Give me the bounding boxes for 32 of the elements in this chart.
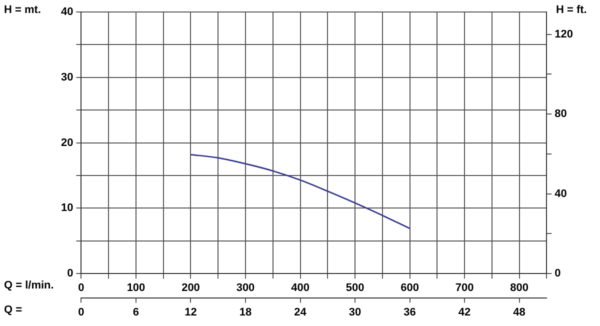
y-tick-label: 20 [60,136,74,149]
y-tick-label: 0 [67,268,74,280]
x2-tick-label: 6 [132,306,140,318]
y-tick-label: 30 [60,71,74,84]
x2-tick-label: 30 [348,306,362,318]
x2-tick-label: 48 [513,306,526,318]
x-tick-label: 200 [182,282,200,294]
x-tick-label: 300 [236,282,255,294]
x-tick-label: 400 [291,282,310,294]
y2-tick-label: 80 [554,108,567,120]
x-axis-title: Q = l/min. [4,280,54,292]
x-tick-label: 0 [78,282,84,294]
y-tick-label: 10 [60,202,74,214]
x-tick-label: 700 [455,282,474,294]
x2-tick-label: 42 [458,306,471,318]
y2-tick-label: 120 [554,28,574,40]
y-axis-title: H = mt. [4,4,41,16]
y2-tick-label: 40 [554,188,567,200]
x-tick-label: 500 [346,282,364,294]
y2-tick-label: 0 [554,268,561,280]
x2-tick-label: 12 [184,306,197,318]
line-series [190,154,411,230]
x-tick-label: 100 [126,282,146,294]
x-tick-label: 800 [510,282,528,294]
x2-tick-label: 18 [239,306,252,318]
y-tick-label: 40 [60,6,74,18]
x2-tick-label: 36 [404,306,416,318]
x2-axis-title: Q = [4,304,22,316]
x-tick-label: 600 [400,282,419,294]
y2-axis-title: H = ft. [556,4,587,16]
x2-tick-label: 0 [78,306,84,318]
x2-tick-label: 24 [294,306,308,318]
